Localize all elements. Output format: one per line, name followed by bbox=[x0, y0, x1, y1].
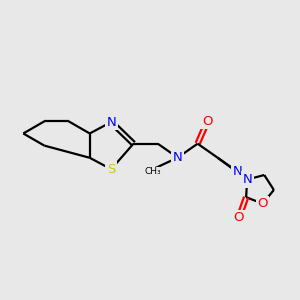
Text: S: S bbox=[107, 163, 116, 176]
Text: N: N bbox=[106, 116, 116, 129]
Text: O: O bbox=[202, 115, 213, 128]
Text: CH₃: CH₃ bbox=[144, 167, 161, 176]
Text: N: N bbox=[232, 165, 242, 178]
Text: N: N bbox=[173, 151, 183, 164]
Text: O: O bbox=[234, 212, 244, 224]
Text: O: O bbox=[257, 197, 268, 210]
Text: N: N bbox=[242, 173, 252, 186]
